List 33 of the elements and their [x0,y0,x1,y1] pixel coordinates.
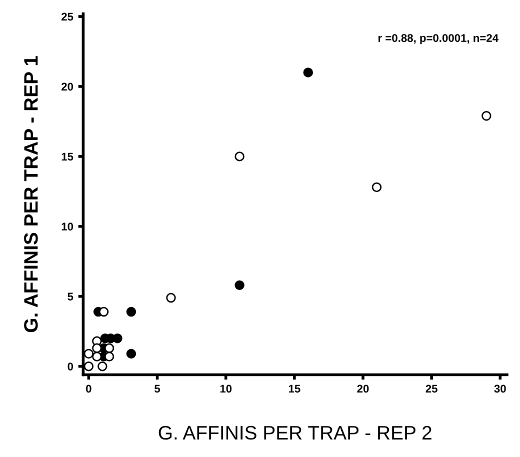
y-tick-label: 0 [68,362,74,370]
x-axis-title: G. AFFINIS PER TRAP - REP 2 [158,426,432,440]
point [303,68,313,78]
point [482,111,492,121]
x-tick-label: 20 [357,384,369,393]
x-tick-label: 25 [426,384,438,393]
x-tick-label: 0 [86,384,92,393]
y-tick-label: 20 [62,82,74,91]
point [104,352,114,362]
point [234,152,244,162]
point [166,292,176,303]
point [126,348,136,359]
y-tick-label: 5 [68,292,74,301]
y-tick-label: 25 [62,12,74,21]
x-tick-label: 5 [154,384,160,393]
y-tick-label: 15 [62,152,74,161]
point [84,361,94,372]
point [372,182,382,192]
point [234,280,244,290]
x-tick-label: 30 [494,384,506,393]
point [112,333,122,344]
point [92,343,102,354]
x-tick-label: 10 [220,384,232,393]
point [98,306,109,317]
point [92,352,102,362]
point [104,343,114,354]
point [98,361,108,372]
y-axis-title: G. AFFINIS PER TRAP - REP 1 [24,56,38,332]
annotation: r =0.88, p=0.0001, n=24 [378,34,498,44]
x-tick-label: 15 [288,384,300,393]
point [126,306,136,317]
point [84,348,94,359]
y-tick-label: 10 [62,222,74,231]
